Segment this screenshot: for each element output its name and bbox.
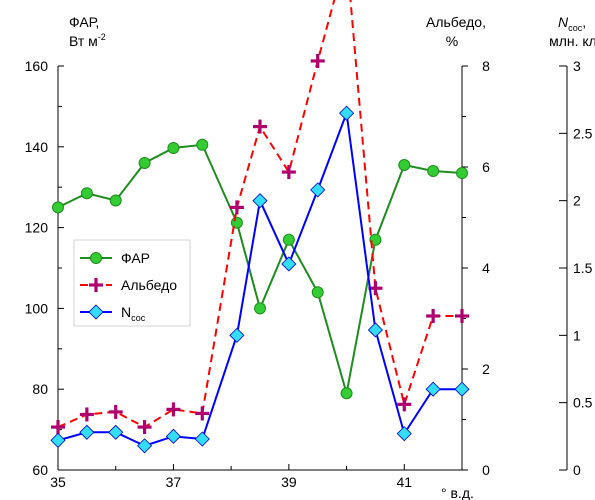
data-point [367,322,383,338]
x-tick-label: 41 [396,474,412,490]
x-tick-label: 39 [281,474,297,490]
data-point [109,194,122,207]
legend-item-1: ФАР [80,250,150,266]
data-point [167,142,180,155]
data-point [398,158,411,171]
data-point [166,402,181,417]
legend: ФАР Альбедо Nсос [73,239,191,327]
axes: 35 37 39 4160801001201401600246800.511.522.… [25,58,593,490]
legend-marker [88,304,104,320]
right2-tick-label: 2 [573,193,581,209]
legend-label: ФАР [121,250,150,266]
data-point [311,286,324,299]
right2-tick-label: 1 [573,327,581,343]
data-point [137,438,153,454]
series-layer [50,0,470,454]
right2-axis-title-rest: , [582,14,586,30]
left-tick-label: 100 [25,300,49,316]
data-point [310,182,326,198]
data-point [50,432,66,448]
data-point [195,406,210,421]
data-point [454,381,470,397]
data-point [456,167,468,180]
data-point [137,420,152,435]
data-point [253,119,267,134]
right2-tick-label: 1.5 [573,260,593,276]
data-point [108,424,124,440]
right1-axis-title-line2: % [446,33,458,49]
data-point [281,165,296,180]
right1-tick-label: 4 [482,260,490,276]
series-2 [51,0,469,435]
data-point [455,308,469,323]
legend-item-2: Альбедо [80,277,177,293]
right2-tick-label: 2.5 [573,125,593,141]
right2-axis-title-line2: млн. кл/л [549,33,595,49]
legend-marker [90,252,102,264]
data-point [52,201,64,214]
x-axis-unit: ° в.д. [441,485,474,500]
x-tick-label: 37 [166,474,182,490]
data-point [229,327,245,343]
data-point [396,426,412,442]
legend-item-3: Nсос [80,304,146,323]
right1-tick-label: 0 [482,462,490,478]
data-point [138,156,151,169]
left-tick-label: 60 [32,462,48,478]
data-point [282,233,295,246]
data-point [252,193,268,209]
data-point [427,165,440,178]
legend-label: Nсос [121,304,146,323]
left-axis-title-sup: -2 [98,32,106,42]
data-point [397,397,412,412]
right1-tick-label: 8 [482,58,490,74]
data-point [79,424,95,440]
data-point [108,404,123,419]
data-point [165,428,181,444]
left-tick-label: 140 [25,139,49,155]
data-point [369,233,382,246]
data-point [194,431,210,447]
data-point [254,302,266,315]
series-3 [50,105,470,454]
right2-tick-label: 0 [573,462,581,478]
right2-axis-title-n: N [558,14,569,30]
right2-tick-label: 3 [573,58,581,74]
left-tick-label: 120 [25,220,49,236]
left-axis-title-line1: ФАР, [69,14,99,30]
x-tick-label: 35 [50,474,66,490]
right1-tick-label: 2 [482,361,490,377]
series-line [57,0,462,429]
data-point [339,105,355,121]
data-point [426,308,441,323]
data-point [51,420,65,435]
data-point [79,407,94,422]
data-point [310,53,325,68]
right1-tick-label: 6 [482,159,490,175]
data-point [281,256,297,272]
right2-tick-label: 0.5 [573,395,593,411]
legend-marker [89,278,103,292]
data-point [196,138,209,151]
data-point [80,187,93,200]
left-tick-label: 80 [32,381,48,397]
legend-label: Альбедо [121,277,177,293]
left-tick-label: 160 [25,58,49,74]
left-axis-title-unit: Вт м [69,33,98,49]
data-point [229,200,244,215]
right2-axis-title-line1: Nсос, [558,14,586,33]
data-point [340,387,353,400]
right2-axis-title-sub: сос [568,23,583,33]
left-axis-title-line2: Вт м-2 [69,32,106,49]
data-point [425,381,441,397]
right1-axis-title-line1: Альбедо, [426,14,486,30]
